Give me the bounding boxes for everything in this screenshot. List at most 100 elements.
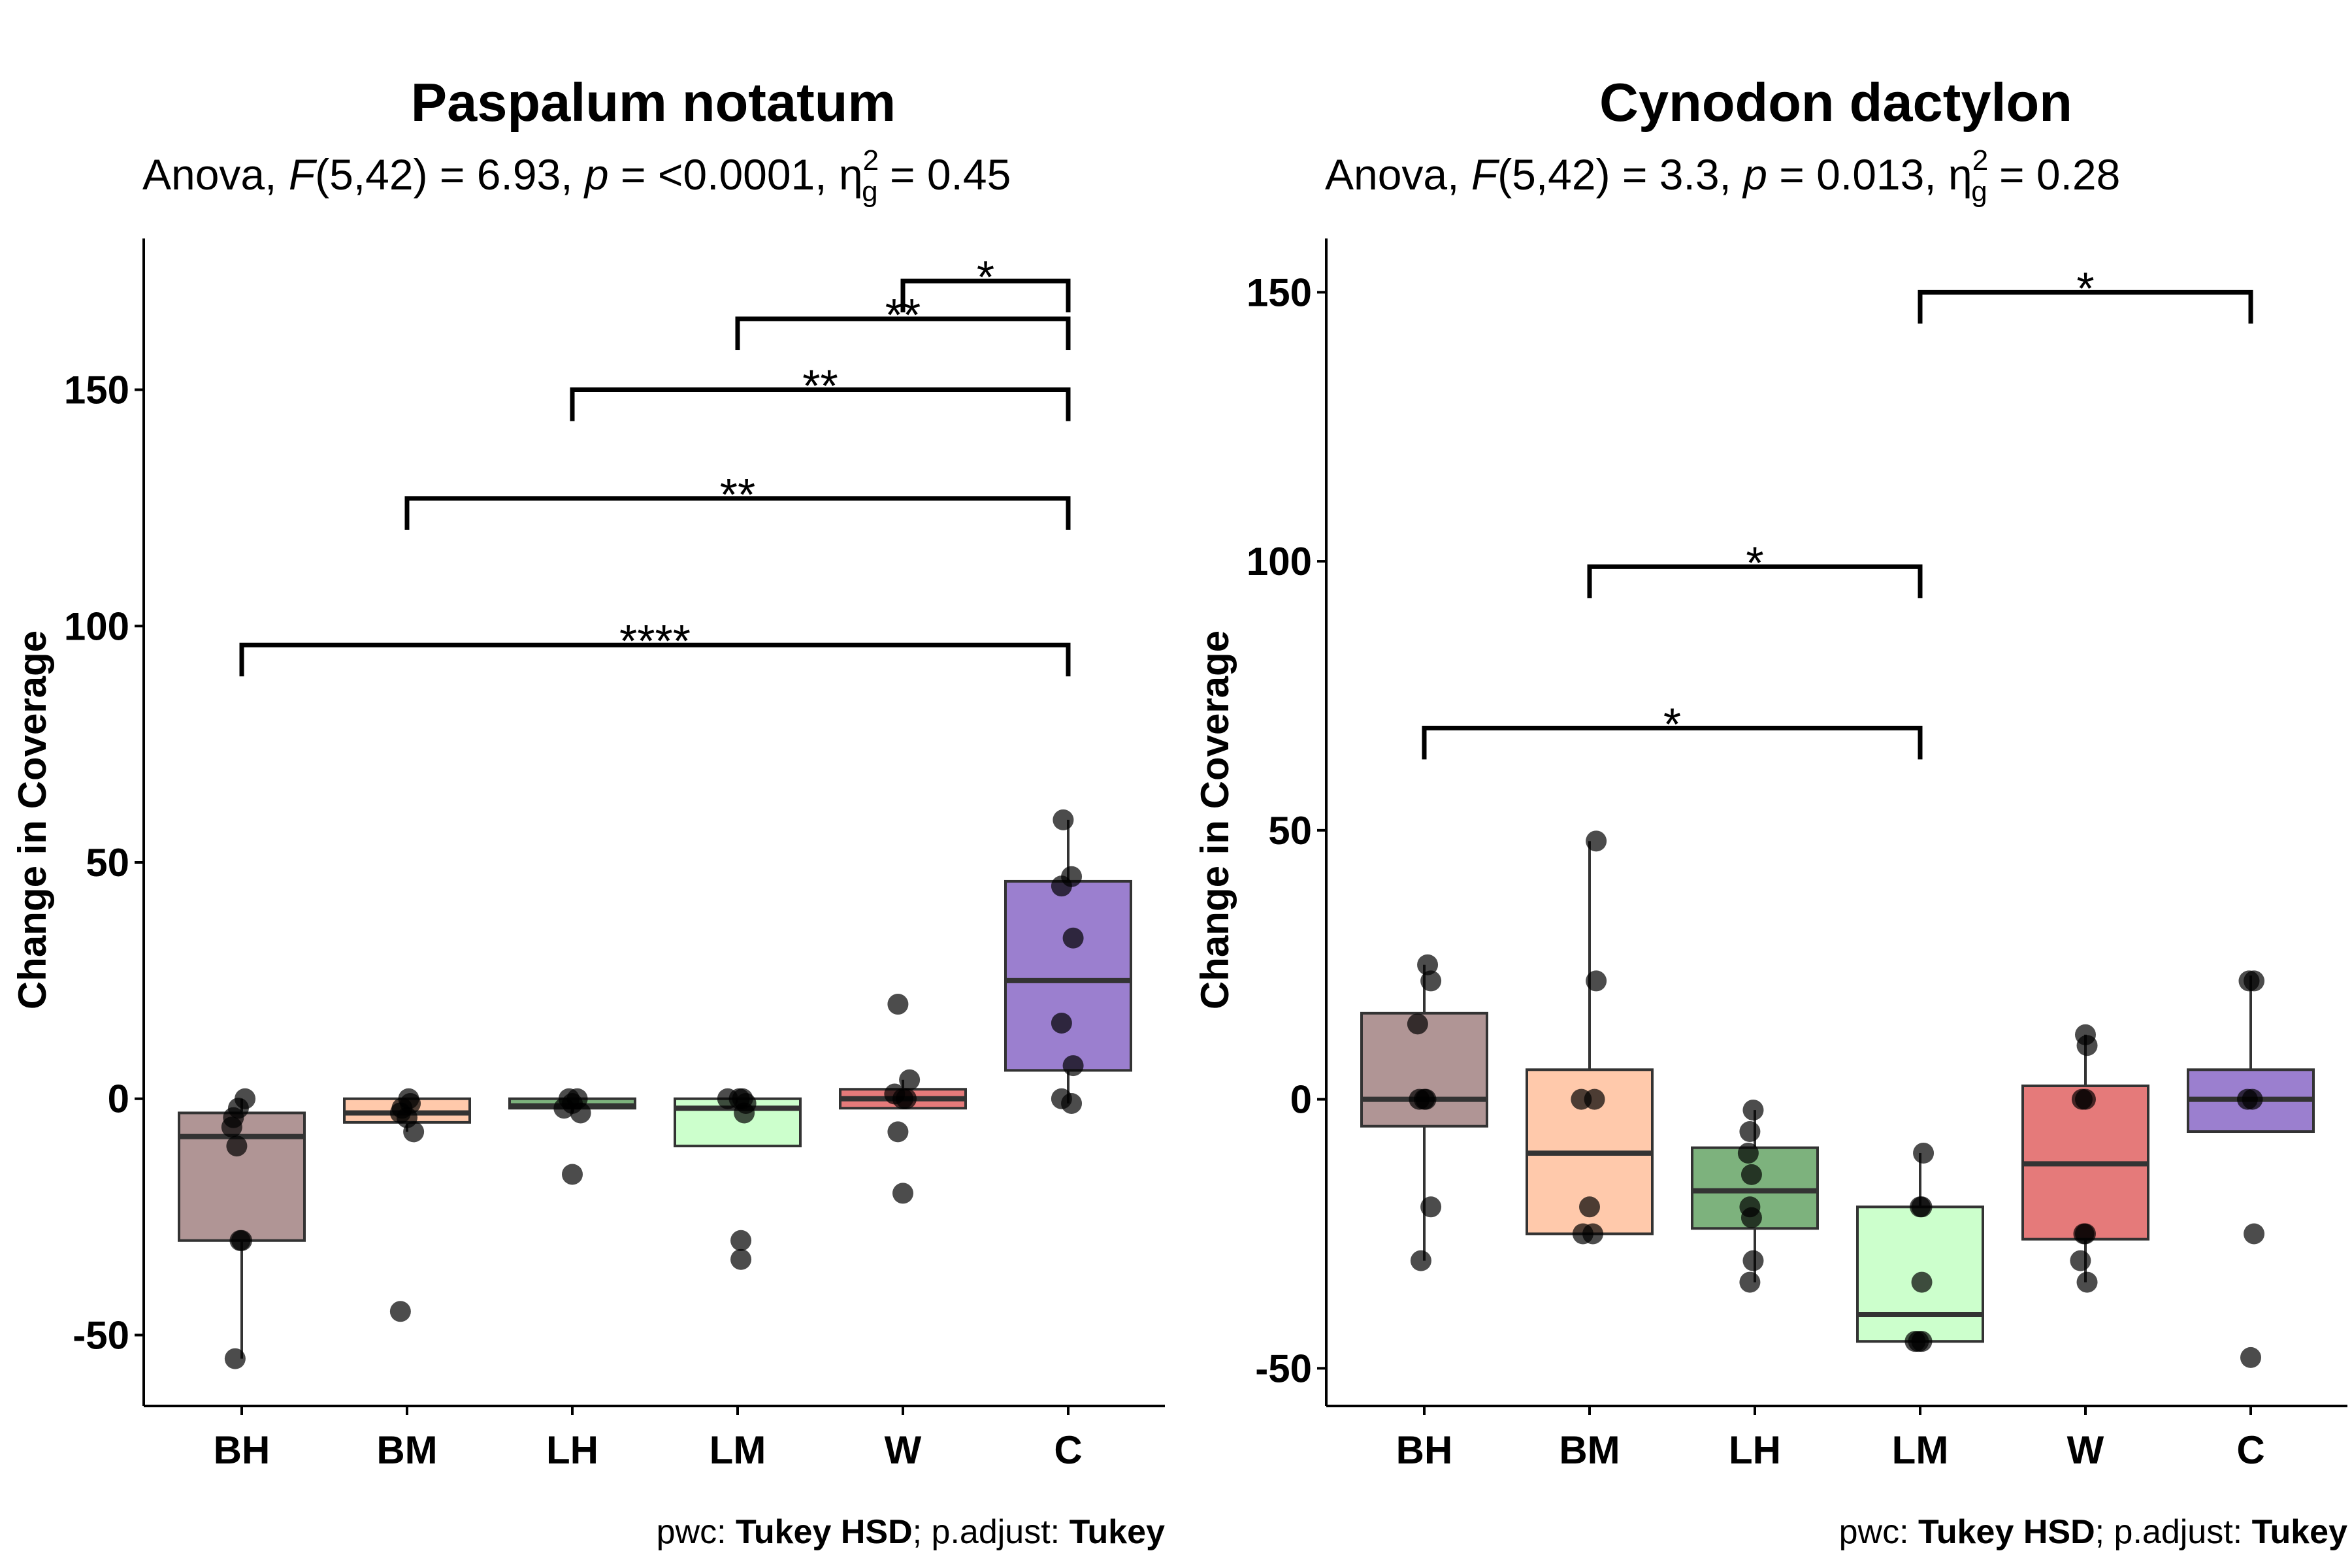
x-tick-label: W bbox=[2067, 1428, 2104, 1472]
chart-subtitle: Anova, F(5,42) = 6.93, p = <0.0001, η2 g … bbox=[142, 144, 1011, 208]
x-tick-label: LH bbox=[1729, 1428, 1781, 1472]
data-point bbox=[2075, 1223, 2096, 1245]
y-tick-label: -50 bbox=[1255, 1347, 1312, 1390]
data-point bbox=[562, 1164, 583, 1185]
box-bh bbox=[1360, 964, 1488, 1261]
x-tick-label: LM bbox=[1892, 1428, 1949, 1472]
y-tick-label: 150 bbox=[1247, 270, 1312, 314]
data-point bbox=[2076, 1035, 2098, 1056]
data-point bbox=[1584, 1088, 1605, 1110]
significance-bracket: **** bbox=[239, 615, 1071, 677]
chart-subtitle: Anova, F(5,42) = 3.3, p = 0.013, η2 g = 0… bbox=[1325, 144, 2120, 208]
bracket-line bbox=[239, 642, 1071, 677]
chart-panel-cynodon: Cynodon dactylon Anova, F(5,42) = 3.3, p… bbox=[1176, 0, 2352, 1568]
data-point bbox=[887, 1121, 909, 1143]
data-point bbox=[1420, 1196, 1442, 1218]
data-point bbox=[1737, 1142, 1759, 1164]
data-point bbox=[1586, 970, 1607, 992]
bracket-line bbox=[404, 496, 1071, 530]
y-tick-label: 50 bbox=[86, 841, 129, 885]
significance-bracket: * bbox=[1587, 537, 1923, 598]
data-point bbox=[734, 1102, 755, 1124]
y-tick-label: 100 bbox=[64, 604, 129, 648]
y-tick-label: 100 bbox=[1247, 540, 1312, 583]
chart-title: Cynodon dactylon bbox=[1599, 72, 2072, 133]
data-point bbox=[1739, 1271, 1761, 1293]
significance-label: * bbox=[1663, 698, 1681, 749]
data-point bbox=[226, 1135, 248, 1157]
data-point bbox=[892, 1183, 913, 1204]
box-c bbox=[2187, 975, 2315, 1134]
data-point bbox=[2076, 1271, 2098, 1293]
data-point bbox=[1911, 1196, 1933, 1218]
data-point bbox=[896, 1088, 917, 1109]
x-tick-label: W bbox=[885, 1428, 922, 1472]
data-point bbox=[1582, 1223, 1604, 1245]
plot-area: -50 0 50 100 150 BH BM LH LM W C * * * bbox=[1247, 238, 2347, 1472]
significance-bracket: * bbox=[1918, 263, 2253, 324]
data-point bbox=[2240, 1347, 2261, 1368]
data-point bbox=[887, 994, 909, 1015]
data-point bbox=[1062, 1055, 1084, 1077]
chart-title: Paspalum notatum bbox=[411, 72, 896, 133]
data-point bbox=[1410, 1250, 1431, 1271]
significance-bracket: ** bbox=[570, 361, 1071, 421]
y-tick-label: 0 bbox=[1290, 1078, 1312, 1122]
chart-caption: pwc: Tukey HSD; p.adjust: Tukey bbox=[1839, 1513, 2347, 1551]
y-tick-label: -50 bbox=[73, 1313, 129, 1357]
data-point bbox=[1053, 809, 1074, 830]
significance-bracket: ** bbox=[735, 289, 1071, 350]
data-point bbox=[1739, 1121, 1761, 1143]
bracket-line bbox=[1422, 725, 1923, 760]
chart-svg-cynodon: Cynodon dactylon Anova, F(5,42) = 3.3, p… bbox=[1193, 72, 2347, 1551]
data-point bbox=[553, 1098, 575, 1119]
data-point bbox=[403, 1121, 425, 1143]
bracket-line bbox=[570, 387, 1071, 421]
data-point bbox=[730, 1249, 752, 1270]
box-bh bbox=[178, 1098, 306, 1359]
data-point bbox=[2075, 1088, 2096, 1110]
data-point bbox=[221, 1117, 242, 1138]
data-point bbox=[1061, 1092, 1083, 1114]
data-point bbox=[730, 1230, 752, 1251]
box-bm bbox=[1526, 841, 1654, 1235]
bracket-line bbox=[1587, 564, 1923, 598]
significance-label: * bbox=[977, 252, 994, 302]
significance-label: ** bbox=[802, 361, 838, 412]
x-tick-label: C bbox=[1054, 1428, 1082, 1472]
x-tick-label: LM bbox=[710, 1428, 766, 1472]
data-point bbox=[2244, 970, 2265, 992]
box-rect bbox=[1004, 879, 1132, 1072]
data-point bbox=[2244, 1223, 2265, 1245]
significance-bracket: * bbox=[1422, 698, 1923, 760]
data-point bbox=[1051, 1012, 1072, 1034]
significance-label: **** bbox=[619, 615, 691, 666]
data-point bbox=[1913, 1142, 1935, 1164]
data-point bbox=[1407, 1013, 1428, 1035]
data-point bbox=[2242, 1088, 2263, 1110]
y-axis-label: Change in Coverage bbox=[10, 630, 54, 1009]
data-point bbox=[570, 1102, 591, 1124]
data-point bbox=[224, 1348, 246, 1369]
data-point bbox=[1579, 1196, 1600, 1218]
data-point bbox=[1420, 970, 1442, 992]
y-tick-label: 0 bbox=[108, 1077, 129, 1121]
y-axis-label: Change in Coverage bbox=[1193, 630, 1237, 1009]
y-tick-label: 150 bbox=[64, 368, 129, 412]
data-point bbox=[1740, 1207, 1762, 1228]
box-w bbox=[2021, 1034, 2149, 1282]
bracket-line bbox=[1918, 289, 2253, 324]
significance-bracket: ** bbox=[404, 469, 1071, 530]
x-tick-label: LH bbox=[546, 1428, 598, 1472]
data-point bbox=[1051, 875, 1072, 897]
bracket-line bbox=[735, 316, 1071, 350]
data-point bbox=[231, 1230, 252, 1251]
data-point bbox=[1742, 1100, 1764, 1121]
data-point bbox=[1740, 1164, 1762, 1185]
significance-label: * bbox=[2076, 263, 2094, 314]
data-point bbox=[1911, 1331, 1933, 1352]
x-tick-label: C bbox=[2236, 1428, 2264, 1472]
data-point bbox=[1417, 954, 1439, 975]
box-rect bbox=[178, 1111, 306, 1242]
